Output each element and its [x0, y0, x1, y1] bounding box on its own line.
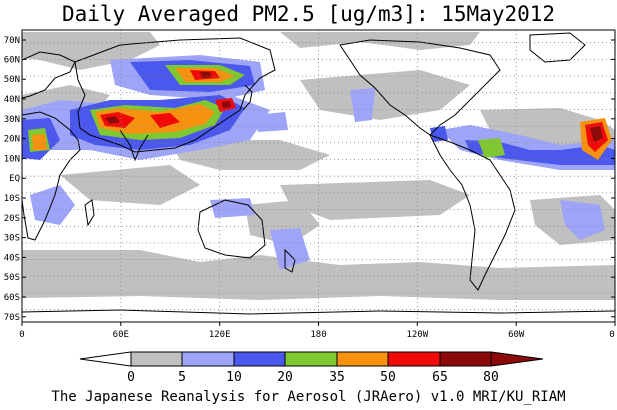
lat-label-40n: 40N — [4, 95, 20, 105]
lon-label-120e: 120E — [209, 330, 231, 340]
lat-label-20s: 20S — [4, 214, 20, 224]
lon-label-180: 180 — [310, 330, 326, 340]
map-title: Daily Averaged PM2.5 [ug/m3]: 15May2012 — [61, 2, 556, 26]
lat-label-eq: EQ — [9, 174, 20, 184]
lat-label-10n: 10N — [4, 154, 20, 164]
colorbar-label-5: 5 — [178, 370, 186, 385]
colorbar: 0 5 10 20 35 50 65 80 — [79, 351, 544, 385]
grid-lines — [22, 30, 615, 322]
lon-label-120w: 120W — [406, 330, 428, 340]
colorbar-seg-0 — [79, 351, 132, 367]
lat-label-70s: 70S — [4, 313, 20, 323]
lat-label-30s: 30S — [4, 234, 20, 244]
lat-label-60s: 60S — [4, 293, 20, 303]
colorbar-tail — [490, 351, 544, 367]
coastlines — [22, 32, 615, 315]
colorbar-label-35: 35 — [329, 370, 345, 385]
lat-label-30n: 30N — [4, 115, 20, 125]
colorbar-seg-6 — [387, 351, 441, 367]
colorbar-seg-3 — [233, 351, 286, 367]
lat-label-70n: 70N — [4, 36, 20, 46]
colorbar-seg-7 — [439, 351, 492, 367]
colorbar-seg-1 — [130, 351, 183, 367]
colorbar-label-80: 80 — [483, 370, 499, 385]
colorbar-seg-2 — [181, 351, 235, 367]
lat-label-40s: 40S — [4, 253, 20, 263]
lat-label-50n: 50N — [4, 75, 20, 85]
level-80-plus-regions — [105, 72, 603, 142]
pm25-field — [22, 30, 615, 322]
lat-label-50s: 50S — [4, 273, 20, 283]
colorbar-label-50: 50 — [380, 370, 396, 385]
lon-label-0-west: 0 — [19, 330, 24, 340]
colorbar-label-10: 10 — [226, 370, 242, 385]
colorbar-label-0: 0 — [127, 370, 135, 385]
lon-label-60e: 60E — [113, 330, 129, 340]
colorbar-label-20: 20 — [277, 370, 293, 385]
latitude-axis: 70N 60N 50N 40N 30N 20N 10N EQ 10S 20S 3… — [4, 36, 615, 323]
footer-credit: The Japanese Reanalysis for Aerosol (JRA… — [51, 389, 566, 405]
lat-label-10s: 10S — [4, 194, 20, 204]
colorbar-seg-4 — [284, 351, 338, 367]
lon-label-60w: 60W — [508, 330, 525, 340]
lon-label-0-east: 0 — [609, 330, 614, 340]
lat-label-20n: 20N — [4, 135, 20, 145]
colorbar-label-65: 65 — [432, 370, 448, 385]
longitude-axis: 0 60E 120E 180 120W 60W 0 — [19, 322, 616, 340]
colorbar-seg-5 — [336, 351, 389, 367]
lat-label-60n: 60N — [4, 55, 20, 65]
